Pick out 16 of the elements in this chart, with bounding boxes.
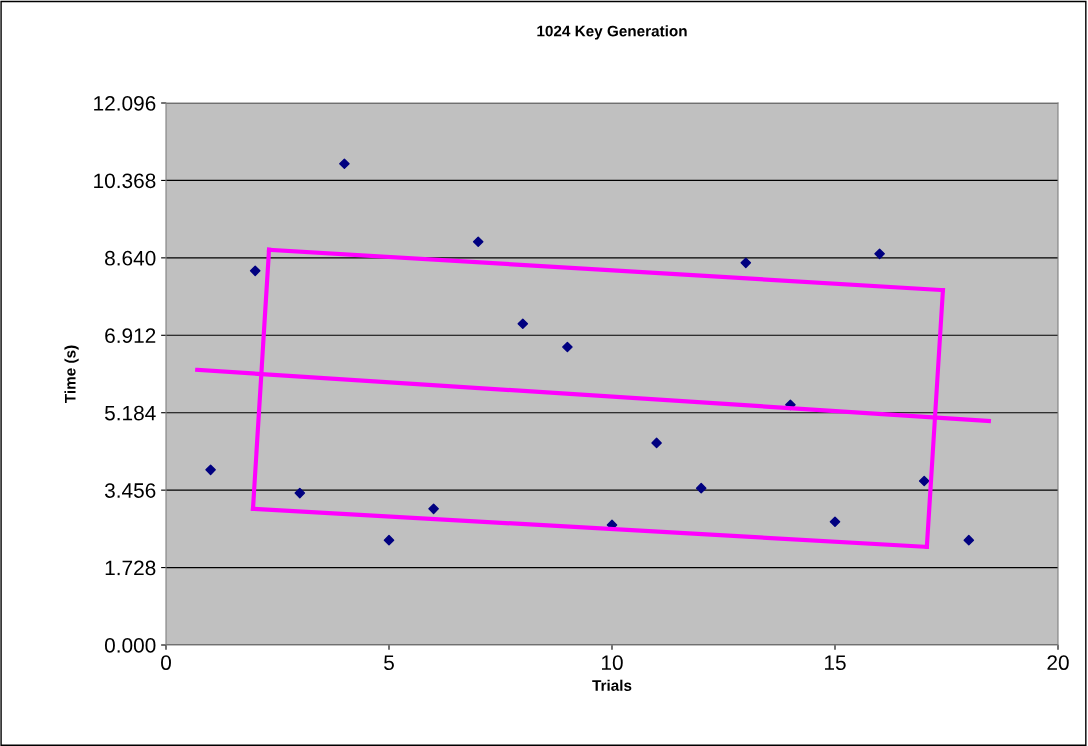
chart-title: 1024 Key Generation (537, 25, 687, 40)
y-tick-label: 12.096 (94, 96, 156, 111)
x-axis-title: Trials (592, 679, 632, 691)
y-tick-label: 0.000 (104, 638, 156, 653)
y-tick-label: 1.728 (105, 560, 156, 576)
x-tick-label: 20 (1047, 655, 1069, 671)
x-tick-label: 5 (384, 655, 394, 671)
y-tick-label: 8.640 (105, 250, 156, 266)
y-tick-label: 5.184 (104, 405, 156, 421)
x-tick-label: 15 (825, 655, 846, 671)
y-axis-title: Time (s) (64, 345, 79, 403)
y-tick-label: 6.912 (105, 328, 156, 344)
y-tick-label: 3.456 (104, 483, 156, 498)
x-tick-label: 0 (161, 655, 171, 671)
y-tick-label: 10.368 (94, 173, 156, 189)
x-tick-label: 10 (602, 655, 623, 671)
